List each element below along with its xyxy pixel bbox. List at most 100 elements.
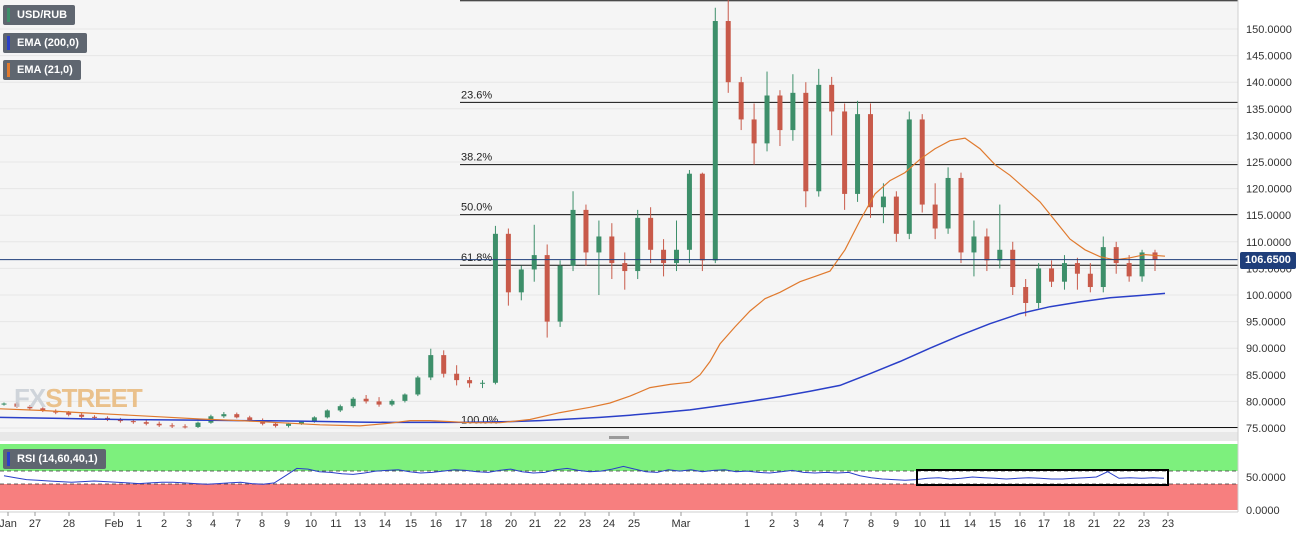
- candle-body: [247, 417, 253, 421]
- candle-body: [518, 269, 524, 293]
- y-tick-label: 80.0000: [1246, 396, 1286, 408]
- ema21-line: [0, 137, 1166, 427]
- candle-body: [1113, 247, 1119, 264]
- symbol-legend[interactable]: USD/RUB: [3, 5, 76, 25]
- y-tick-label: 110.0000: [1246, 237, 1291, 249]
- candle-body: [221, 414, 227, 417]
- x-tick-label: 4: [210, 518, 216, 530]
- x-tick-label: 22: [554, 518, 566, 530]
- rsi-upper-zone: [0, 444, 1238, 471]
- candle-body: [350, 398, 356, 407]
- y-tick-label: 150.0000: [1246, 24, 1292, 36]
- candle-body: [1087, 273, 1093, 288]
- candle-body: [428, 355, 434, 378]
- candle-body: [337, 406, 343, 411]
- x-tick-label: Mar: [672, 518, 691, 530]
- candle-body: [1036, 268, 1042, 303]
- ema21-legend[interactable]: EMA (21,0): [3, 60, 81, 80]
- candle-body: [622, 263, 628, 272]
- x-tick-label: 8: [868, 518, 874, 530]
- fib-level-label: 38.2%: [461, 152, 492, 164]
- candle-body: [803, 92, 809, 192]
- candle-body: [1023, 287, 1029, 303]
- x-tick-label: 8: [259, 518, 265, 530]
- y-tick-label: 100.0000: [1246, 290, 1292, 302]
- ema21-swatch: [7, 63, 10, 77]
- candle-body: [531, 255, 537, 270]
- candle-body: [441, 355, 447, 374]
- candle-body: [855, 114, 861, 194]
- candle-body: [40, 408, 46, 411]
- candle-body: [673, 249, 679, 264]
- candle-body: [738, 82, 744, 120]
- main-grid: [0, 28, 1238, 429]
- candle-body: [492, 233, 498, 383]
- x-tick-label: 11: [939, 518, 950, 530]
- candle-body: [234, 414, 240, 418]
- ema200-line: [0, 292, 1166, 424]
- fib-level-label: 61.8%: [461, 252, 492, 264]
- main-plot-area: [0, 0, 1238, 432]
- candle-body: [1010, 249, 1016, 288]
- y-tick-label: 120.0000: [1246, 184, 1292, 196]
- candle-body: [27, 406, 33, 409]
- x-tick-label: 2: [769, 518, 775, 530]
- candle-body: [919, 119, 925, 205]
- candle-body: [544, 255, 550, 322]
- candle-body: [997, 249, 1003, 261]
- ema21-label: EMA (21,0): [17, 64, 73, 76]
- x-tick-label: 10: [914, 518, 926, 530]
- y-tick-label: 95.0000: [1246, 317, 1286, 329]
- candle-body: [893, 196, 899, 234]
- candle-body: [454, 373, 460, 381]
- candle-body: [816, 84, 822, 192]
- candle-body: [14, 403, 20, 407]
- candle-body: [596, 236, 602, 253]
- candle-body: [324, 410, 330, 418]
- rsi-axis[interactable]: 50.0000 0.0000: [1246, 472, 1286, 517]
- x-tick-label: 16: [1014, 518, 1026, 530]
- y-tick-label: 115.0000: [1246, 210, 1291, 222]
- x-tick-label: Jan: [0, 518, 17, 530]
- x-tick-label: 23: [579, 518, 591, 530]
- x-tick-label: 21: [1088, 518, 1100, 530]
- candle-body: [1, 403, 7, 405]
- candle-body: [984, 236, 990, 261]
- x-tick-label: 18: [1063, 518, 1075, 530]
- ema200-legend[interactable]: EMA (200,0): [3, 33, 87, 53]
- candle-body: [1126, 263, 1132, 277]
- pane-resize-handle[interactable]: [609, 436, 629, 439]
- x-tick-label: 17: [455, 518, 467, 530]
- candle-body: [609, 236, 615, 264]
- candlesticks: [1, 0, 1158, 429]
- candle-body: [570, 209, 576, 266]
- candle-body: [389, 400, 395, 405]
- x-tick-label: 23: [1162, 518, 1174, 530]
- candle-body: [1152, 252, 1158, 260]
- rsi-tick-label: 0.0000: [1246, 505, 1280, 517]
- rsi-legend[interactable]: RSI (14,60,40,1): [3, 449, 106, 469]
- x-tick-label: 7: [235, 518, 241, 530]
- x-tick-label: 17: [1038, 518, 1050, 530]
- candle-body: [635, 217, 641, 272]
- x-tick-label: 9: [893, 518, 899, 530]
- candle-body: [298, 421, 304, 424]
- price-axis[interactable]: 150.0000 145.0000 140.0000 135.0000 130.0000…: [1246, 24, 1292, 435]
- candle-body: [842, 111, 848, 194]
- x-tick-label: 10: [305, 518, 317, 530]
- x-tick-label: 20: [505, 518, 517, 530]
- y-tick-label: 130.0000: [1246, 130, 1292, 142]
- x-tick-label: 24: [603, 518, 615, 530]
- x-tick-label: 16: [430, 518, 442, 530]
- candle-body: [712, 21, 718, 261]
- candle-body: [1074, 263, 1080, 274]
- x-tick-label: 13: [354, 518, 366, 530]
- candle-body: [880, 196, 886, 208]
- x-tick-label: 11: [330, 518, 341, 530]
- candle-body: [867, 114, 873, 208]
- candle-body: [467, 380, 473, 384]
- time-axis[interactable]: Jan 27 28 Feb 1 2 3 4 7 8 9 10 11 13 14 15 16 17 18 20 21 22 2…: [0, 512, 1174, 530]
- current-price-badge: 106.6500: [1240, 252, 1296, 269]
- y-tick-label: 145.0000: [1246, 51, 1292, 63]
